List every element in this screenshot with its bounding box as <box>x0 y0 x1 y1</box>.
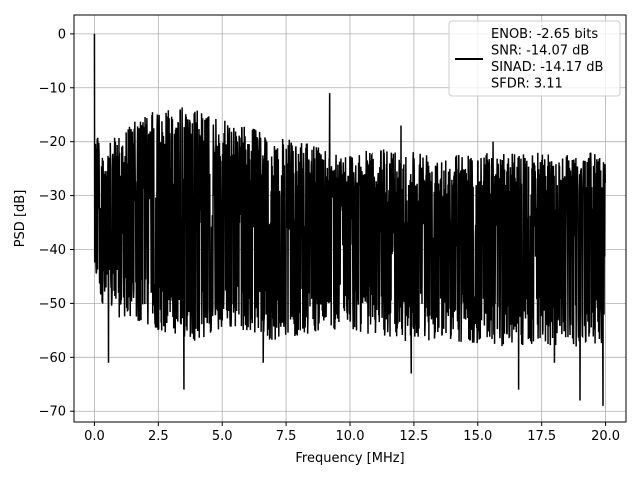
y-tick-label: −20 <box>39 135 66 150</box>
x-tick-label: 12.5 <box>399 429 428 444</box>
y-tick-label: 0 <box>58 27 66 42</box>
y-tick-label: −40 <box>39 243 66 258</box>
legend-entry-enob: ENOB: -2.65 bits <box>491 27 598 42</box>
x-tick-label: 20.0 <box>591 429 620 444</box>
legend-entry-sinad: SINAD: -14.17 dB <box>491 60 603 75</box>
series-layer <box>93 33 607 406</box>
x-tick-label: 2.5 <box>148 429 169 444</box>
y-axis: 0 −10 −20 −30 −40 −50 −60 −70 <box>39 27 74 420</box>
y-tick-label: −30 <box>39 189 66 204</box>
y-tick-label: −10 <box>39 81 66 96</box>
x-tick-label: 17.5 <box>527 429 556 444</box>
x-tick-label: 10.0 <box>336 429 365 444</box>
psd-series-line <box>93 33 607 406</box>
x-tick-label: 15.0 <box>463 429 492 444</box>
x-tick-label: 5.0 <box>212 429 233 444</box>
legend-entry-snr: SNR: -14.07 dB <box>491 44 589 59</box>
y-tick-label: −70 <box>39 405 66 420</box>
y-tick-label: −50 <box>39 297 66 312</box>
x-axis-label: Frequency [MHz] <box>295 451 404 466</box>
legend-box <box>448 20 621 97</box>
x-tick-label: 0.0 <box>84 429 105 444</box>
legend-entry-sfdr: SFDR: 3.11 <box>491 77 563 92</box>
x-axis: 0.0 2.5 5.0 7.5 10.0 12.5 15.0 17.5 20.0 <box>84 422 620 444</box>
legend: ENOB: -2.65 bits SNR: -14.07 dB SINAD: -… <box>448 20 621 97</box>
y-axis-label: PSD [dB] <box>13 190 28 248</box>
x-tick-label: 7.5 <box>276 429 297 444</box>
y-tick-label: −60 <box>39 351 66 366</box>
